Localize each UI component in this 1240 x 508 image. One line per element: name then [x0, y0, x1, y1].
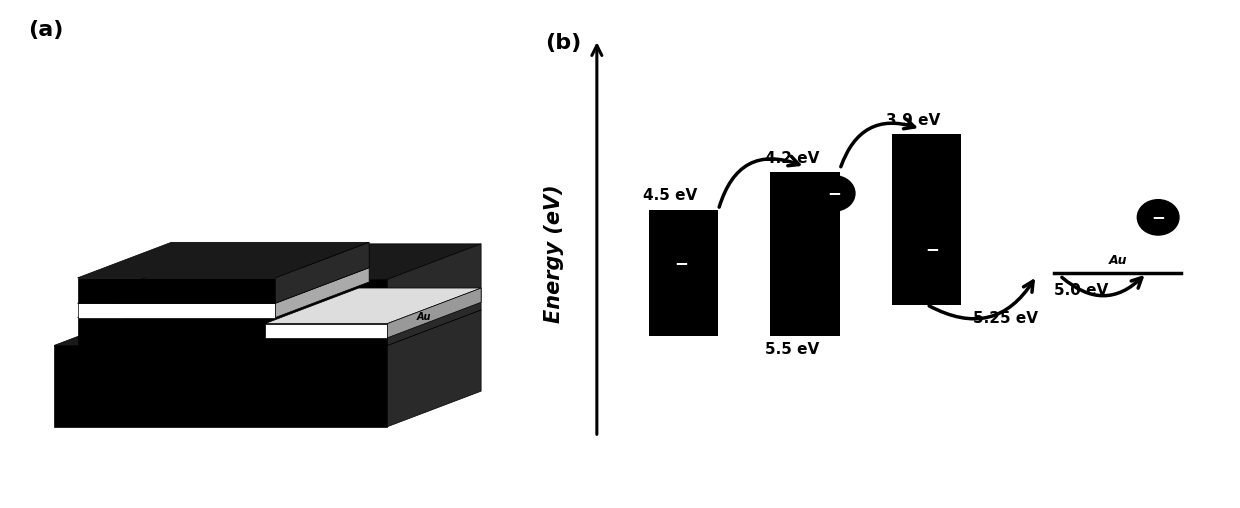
Text: 5.0 eV: 5.0 eV: [1054, 283, 1109, 298]
Polygon shape: [78, 282, 370, 318]
Ellipse shape: [911, 231, 954, 267]
Ellipse shape: [1137, 200, 1179, 235]
Text: −: −: [1151, 208, 1166, 227]
Polygon shape: [387, 244, 481, 345]
Text: 5.25 eV: 5.25 eV: [973, 311, 1038, 326]
Ellipse shape: [661, 245, 702, 280]
Polygon shape: [78, 303, 275, 318]
Polygon shape: [275, 268, 370, 318]
Polygon shape: [78, 242, 370, 278]
Polygon shape: [265, 288, 481, 324]
Bar: [649, 210, 718, 336]
Text: Energy (eV): Energy (eV): [544, 185, 564, 323]
Ellipse shape: [813, 176, 854, 211]
Polygon shape: [275, 242, 370, 303]
Polygon shape: [55, 310, 481, 345]
Polygon shape: [387, 310, 481, 427]
Polygon shape: [55, 345, 387, 427]
Bar: [892, 134, 961, 304]
Polygon shape: [275, 282, 370, 345]
Text: Au: Au: [417, 312, 432, 323]
Polygon shape: [387, 288, 481, 338]
Polygon shape: [78, 318, 275, 345]
Text: Au: Au: [1109, 253, 1127, 267]
Bar: [770, 172, 839, 336]
Text: 4.2 eV: 4.2 eV: [765, 150, 820, 166]
Polygon shape: [78, 278, 275, 303]
Text: (b): (b): [544, 33, 582, 53]
Polygon shape: [265, 244, 481, 279]
Polygon shape: [265, 279, 387, 345]
Text: −: −: [925, 240, 940, 258]
Text: (a): (a): [29, 20, 63, 40]
Polygon shape: [265, 324, 387, 338]
Polygon shape: [78, 268, 370, 303]
Text: 4.5 eV: 4.5 eV: [644, 188, 697, 204]
Text: 3.9 eV: 3.9 eV: [887, 113, 940, 128]
Text: −: −: [827, 184, 841, 202]
Text: −: −: [675, 254, 688, 272]
Text: 5.5 eV: 5.5 eV: [765, 342, 818, 358]
